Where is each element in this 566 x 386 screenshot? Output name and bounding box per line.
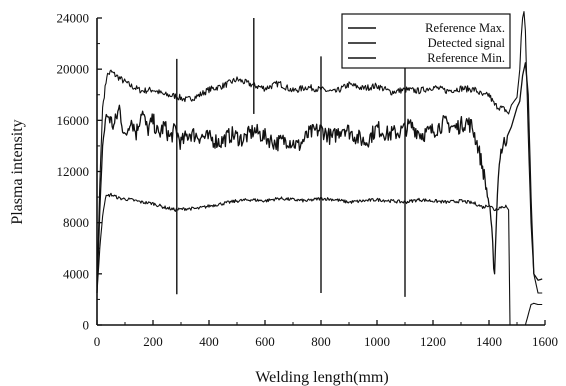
x-tick-label: 800 [311,334,331,349]
y-tick-label: 0 [83,318,90,333]
x-axis-title: Welding length(mm) [255,369,388,386]
x-tick-label: 600 [255,334,275,349]
y-tick-label: 4000 [63,266,89,281]
x-tick-label: 0 [94,334,101,349]
legend-box [341,13,511,69]
y-tick-label: 8000 [63,215,89,230]
y-tick-label: 24000 [57,11,90,26]
axes: 0 200 400 600 800 1000 1200 1400 160004000800012… [57,11,559,350]
series-line-0 [96,11,543,294]
series-line-2 [96,192,543,326]
legend-label: Reference Max. [425,21,505,35]
x-tick-label: 400 [199,334,219,349]
x-tick-label: 1200 [420,334,446,349]
x-tick-label: 1400 [476,334,502,349]
legend-label: Reference Min. [427,51,505,65]
series-line-1 [96,62,543,294]
x-tick-label: 1000 [364,334,390,349]
y-tick-label: 12000 [57,164,90,179]
x-tick-label: 200 [143,334,163,349]
y-axis-title: Plasma intensity [9,119,26,224]
plot-area [96,11,543,326]
y-tick-label: 20000 [57,62,90,77]
y-tick-label: 16000 [57,113,90,128]
x-tick-label: 1600 [532,334,558,349]
legend-label: Detected signal [428,36,506,50]
